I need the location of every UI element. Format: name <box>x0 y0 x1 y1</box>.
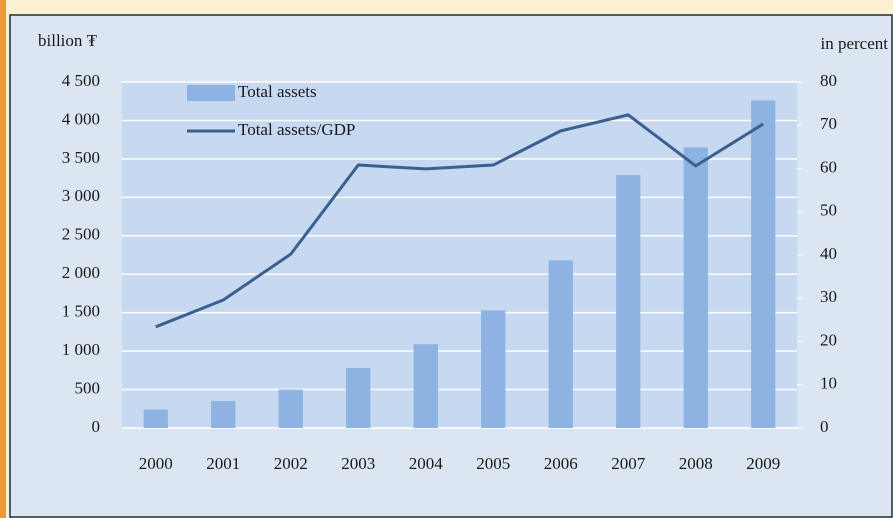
x-tick-label: 2007 <box>611 454 646 473</box>
line <box>155 113 765 329</box>
y2-tick-label: 10 <box>820 374 837 393</box>
y-tick-label: 4 000 <box>62 109 100 128</box>
bar <box>413 344 438 428</box>
x-tick-label: 2003 <box>341 454 375 473</box>
y-tick-label: 2 000 <box>62 263 100 282</box>
x-tick-label: 2005 <box>476 454 510 473</box>
legend-label: Total assets/GDP <box>238 120 355 139</box>
bar <box>616 175 641 428</box>
x-tick-label: 2004 <box>409 454 444 473</box>
y2-tick-label: 0 <box>820 417 829 436</box>
x-tick-label: 2002 <box>274 454 308 473</box>
bar <box>211 401 236 428</box>
y-tick-label: 1 000 <box>62 340 100 359</box>
edge-accent <box>0 0 6 518</box>
x-tick-label: 2001 <box>206 454 240 473</box>
bar <box>751 100 776 428</box>
y-axis-label: billion ₮ <box>38 31 98 50</box>
x-tick-label: 2008 <box>679 454 713 473</box>
bar <box>548 260 573 428</box>
x-tick-label: 2006 <box>544 454 578 473</box>
bar <box>346 368 371 428</box>
y2-tick-label: 80 <box>820 71 837 90</box>
y2-tick-label: 70 <box>820 114 837 133</box>
x-tick-label: 2000 <box>139 454 173 473</box>
y2-tick-label: 40 <box>820 244 837 263</box>
y-tick-label: 1 500 <box>62 302 100 321</box>
x-tick-label: 2009 <box>746 454 780 473</box>
bar <box>143 409 168 428</box>
y-tick-label: 4 500 <box>62 71 100 90</box>
y2-axis-label: in percent <box>821 34 889 53</box>
y-tick-label: 0 <box>92 417 101 436</box>
y-tick-label: 3 000 <box>62 186 100 205</box>
legend-swatch <box>187 85 235 101</box>
y2-tick-label: 50 <box>820 201 837 220</box>
bar <box>278 389 303 428</box>
y-tick-label: 2 500 <box>62 225 100 244</box>
y-tick-label: 3 500 <box>62 148 100 167</box>
legend-label: Total assets <box>238 82 317 101</box>
bar <box>683 147 708 428</box>
y2-tick-label: 60 <box>820 157 837 176</box>
y2-tick-label: 30 <box>820 287 837 306</box>
y2-tick-label: 20 <box>820 330 837 349</box>
y-tick-label: 500 <box>75 378 101 397</box>
bar <box>481 310 506 428</box>
